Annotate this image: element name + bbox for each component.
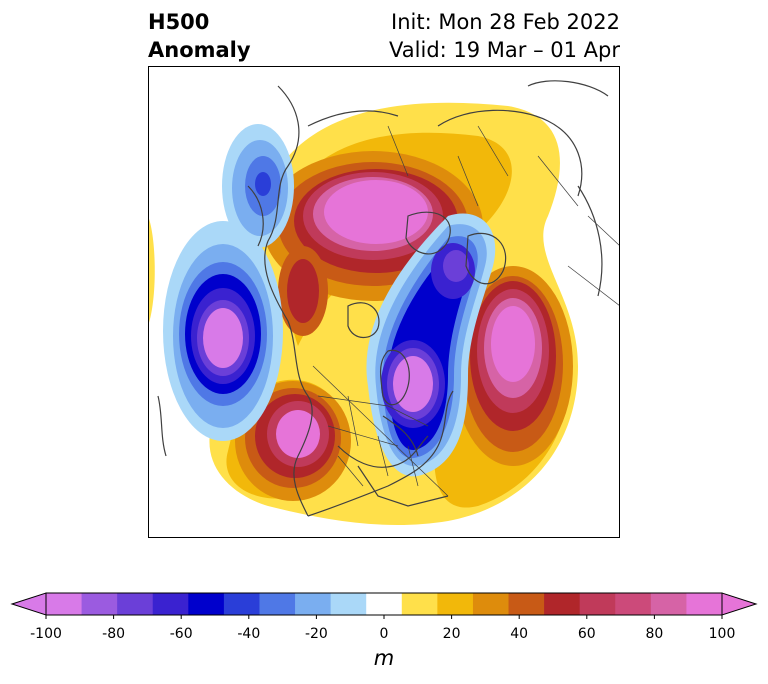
east-low-7	[393, 356, 433, 412]
west-ridge-5	[276, 410, 320, 458]
colorbar-tick-label: -60	[169, 626, 193, 642]
colorbar-tick-label: 80	[645, 626, 664, 642]
colorbar-segment	[259, 593, 296, 615]
colorbar-segment	[472, 593, 510, 615]
title-variable: H500	[148, 10, 210, 34]
colorbar-segment	[686, 593, 723, 615]
ridge-west-yellow	[148, 216, 155, 326]
colorbar-segment	[366, 593, 403, 615]
colorbar-tick-label: -40	[237, 626, 261, 642]
colorbar-segment	[223, 593, 260, 615]
colorbar-segment	[46, 593, 83, 615]
alaska-ridge-2	[287, 259, 319, 323]
colorbar-tick-label: 20	[442, 626, 461, 642]
title-right: Init: Mon 28 Feb 2022 Valid: 19 Mar – 01…	[389, 8, 620, 64]
arctic-ridge-6	[324, 180, 428, 244]
colorbar-unit: m	[373, 646, 395, 670]
title-left: H500 Anomaly	[148, 8, 251, 64]
aleutian-low-4	[255, 172, 271, 196]
colorbar-segment	[544, 593, 581, 615]
colorbar-tick-label: -20	[304, 626, 328, 642]
colorbar-segment	[330, 593, 367, 615]
colorbar-segment	[401, 593, 438, 615]
colorbar-segment	[295, 593, 332, 615]
colorbar-segment	[188, 593, 225, 615]
colorbar-tick-label: 40	[510, 626, 529, 642]
colorbar-segment	[152, 593, 189, 615]
colorbar	[10, 592, 758, 619]
colorbar-tick-label: 60	[577, 626, 596, 642]
title-field: Anomaly	[148, 38, 251, 62]
colorbar-segment	[508, 593, 545, 615]
colorbar-segments	[10, 592, 758, 619]
atlantic-ridge-6	[491, 306, 535, 382]
colorbar-tick-label: 100	[708, 626, 736, 642]
anomaly-field	[148, 66, 620, 538]
colorbar-extend-min	[10, 592, 47, 616]
valid-period: Valid: 19 Mar – 01 Apr	[389, 38, 620, 62]
colorbar-segment	[615, 593, 652, 615]
anomaly-map	[148, 66, 620, 538]
pacific-low-7	[203, 308, 243, 368]
borders	[312, 125, 620, 497]
init-time: Init: Mon 28 Feb 2022	[391, 10, 620, 34]
baffin-low-2	[443, 250, 469, 282]
colorbar-segment	[81, 593, 118, 615]
colorbar-segment	[579, 593, 616, 615]
colorbar-segment	[650, 593, 687, 615]
map-frame	[148, 66, 620, 538]
colorbar-tick-label: -80	[102, 626, 126, 642]
colorbar-extend-max	[721, 592, 758, 616]
coastlines	[157, 80, 609, 517]
colorbar-tick-label: 0	[379, 626, 389, 642]
colorbar-tick-label: -100	[30, 626, 62, 642]
colorbar-segment	[117, 593, 154, 615]
colorbar-segment	[437, 593, 474, 615]
